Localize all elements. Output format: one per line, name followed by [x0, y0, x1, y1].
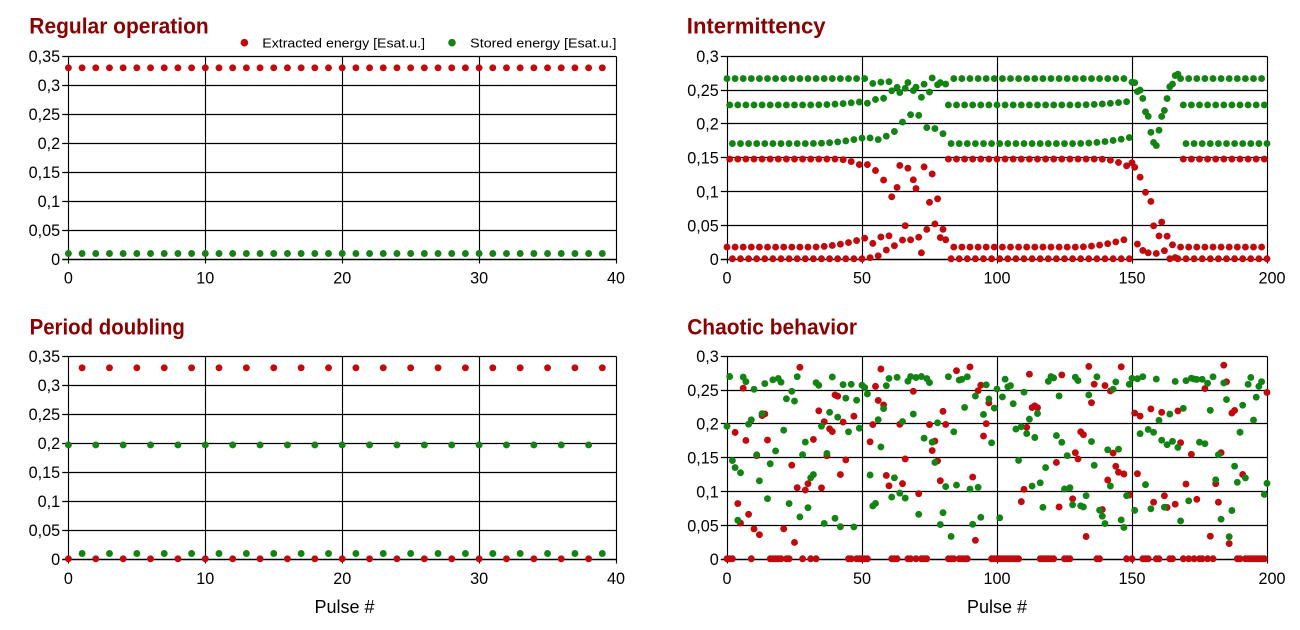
svg-text:0: 0: [710, 551, 719, 569]
svg-text:10: 10: [196, 270, 214, 288]
svg-text:0,3: 0,3: [696, 48, 719, 66]
svg-text:10: 10: [196, 570, 214, 588]
svg-text:Stored energy [Esat.u.]: Stored energy [Esat.u.]: [470, 35, 616, 50]
svg-text:0: 0: [51, 551, 60, 569]
svg-text:0,25: 0,25: [687, 382, 719, 400]
svg-text:0,25: 0,25: [687, 82, 719, 100]
svg-text:40: 40: [607, 270, 625, 288]
svg-text:0,15: 0,15: [687, 150, 719, 168]
svg-text:0,1: 0,1: [38, 493, 61, 511]
svg-text:0,1: 0,1: [696, 483, 719, 501]
svg-text:30: 30: [470, 570, 488, 588]
svg-text:0,05: 0,05: [29, 222, 61, 240]
svg-text:Chaotic behavior: Chaotic behavior: [687, 315, 857, 340]
svg-text:40: 40: [607, 570, 625, 588]
svg-text:0,2: 0,2: [696, 416, 719, 434]
svg-text:0,2: 0,2: [38, 135, 61, 153]
svg-text:0: 0: [722, 270, 731, 288]
svg-text:100: 100: [983, 270, 1010, 288]
svg-text:0,2: 0,2: [38, 435, 61, 453]
svg-text:0,3: 0,3: [38, 377, 61, 395]
svg-text:0,15: 0,15: [687, 450, 719, 468]
svg-text:Pulse #: Pulse #: [314, 597, 374, 617]
svg-text:100: 100: [983, 570, 1010, 588]
svg-text:150: 150: [1118, 270, 1145, 288]
svg-text:0,3: 0,3: [38, 77, 61, 95]
svg-text:0,25: 0,25: [29, 406, 61, 424]
svg-text:0: 0: [710, 251, 719, 269]
svg-text:0,2: 0,2: [696, 116, 719, 134]
svg-text:0,05: 0,05: [29, 522, 61, 540]
svg-text:Period doubling: Period doubling: [30, 315, 185, 340]
svg-text:200: 200: [1258, 570, 1285, 588]
svg-text:0,15: 0,15: [29, 164, 61, 182]
svg-text:20: 20: [333, 270, 351, 288]
svg-text:0: 0: [64, 270, 73, 288]
svg-text:30: 30: [470, 270, 488, 288]
svg-text:0,35: 0,35: [29, 48, 61, 66]
svg-text:0,1: 0,1: [38, 193, 61, 211]
svg-text:0,35: 0,35: [29, 348, 61, 366]
svg-text:0,3: 0,3: [696, 348, 719, 366]
svg-text:200: 200: [1258, 270, 1285, 288]
svg-text:150: 150: [1118, 570, 1145, 588]
svg-text:0,05: 0,05: [687, 517, 719, 535]
svg-text:50: 50: [853, 270, 871, 288]
svg-text:0: 0: [64, 570, 73, 588]
svg-text:0,05: 0,05: [687, 217, 719, 235]
svg-text:0: 0: [51, 251, 60, 269]
svg-text:50: 50: [853, 570, 871, 588]
svg-text:20: 20: [333, 570, 351, 588]
svg-text:0,1: 0,1: [696, 183, 719, 201]
svg-text:Regular operation: Regular operation: [29, 14, 208, 39]
svg-text:Intermittency: Intermittency: [687, 14, 826, 39]
svg-text:Extracted energy [Esat.u.]: Extracted energy [Esat.u.]: [262, 35, 425, 50]
svg-text:0: 0: [722, 570, 731, 588]
svg-text:0,15: 0,15: [29, 464, 61, 482]
svg-text:0,25: 0,25: [29, 106, 61, 124]
svg-text:Pulse #: Pulse #: [967, 597, 1027, 617]
